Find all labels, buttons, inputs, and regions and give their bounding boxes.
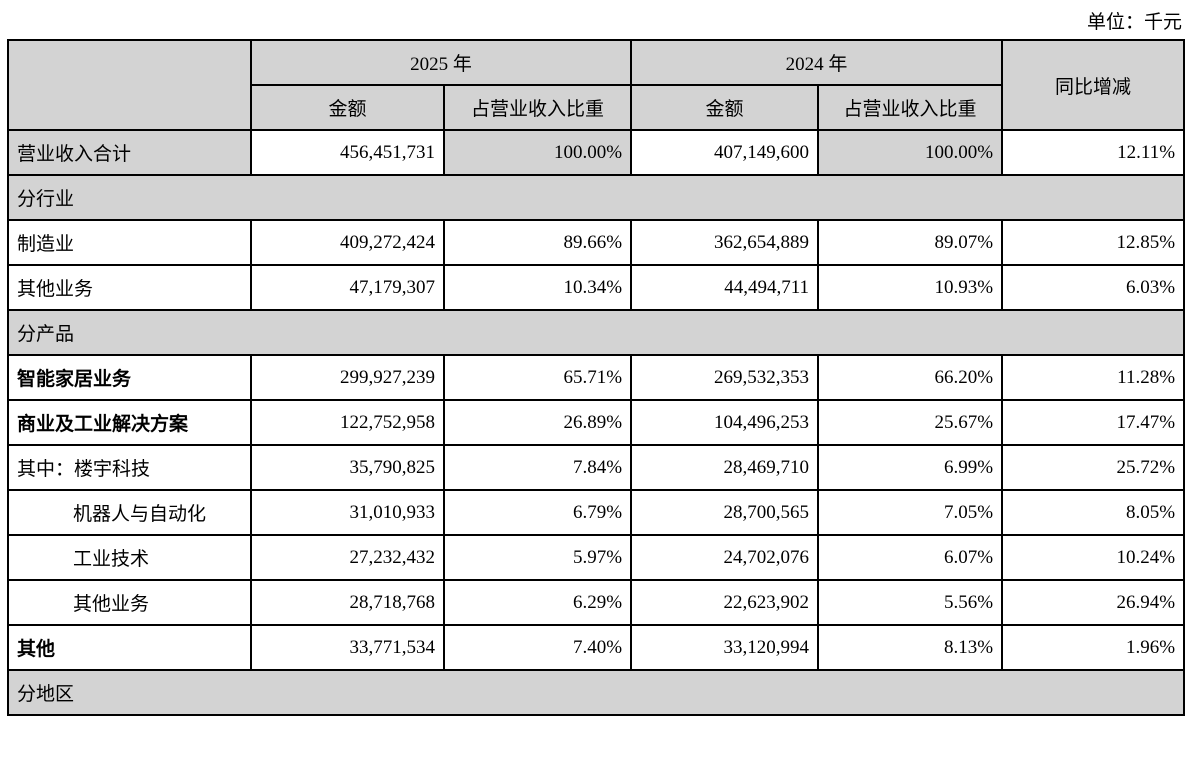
ratio-2025: 5.97% — [442, 534, 633, 581]
section-label: 分地区 — [6, 669, 1186, 716]
amount-2024: 362,654,889 — [630, 219, 820, 266]
ratio-2025: 89.66% — [442, 219, 633, 266]
col-header-ratio-2024: 占营业收入比重 — [817, 84, 1004, 131]
ratio-2025: 6.79% — [442, 489, 633, 536]
table-row-other-business-industry: 其他业务 47,179,307 10.34% 44,494,711 10.93%… — [7, 264, 1186, 311]
table-row-robotics-automation: 机器人与自动化 31,010,933 6.79% 28,700,565 7.05… — [7, 489, 1186, 536]
corner-cell — [7, 39, 252, 131]
amount-2025: 28,718,768 — [250, 579, 445, 626]
amount-2025: 299,927,239 — [250, 354, 445, 401]
yoy-change: 12.11% — [1001, 129, 1186, 176]
row-label: 工业技术 — [7, 534, 252, 581]
ratio-2024: 5.56% — [817, 579, 1004, 626]
ratio-2025: 7.40% — [442, 624, 633, 671]
table-row-smart-home: 智能家居业务 299,927,239 65.71% 269,532,353 66… — [7, 354, 1186, 401]
amount-2024: 44,494,711 — [630, 264, 820, 311]
col-header-amount-2025: 金额 — [250, 84, 445, 131]
amount-2024: 28,700,565 — [630, 489, 820, 536]
row-label: 机器人与自动化 — [7, 489, 252, 536]
row-label: 其他业务 — [7, 264, 252, 311]
table-row-other-business-product: 其他业务 28,718,768 6.29% 22,623,902 5.56% 2… — [7, 579, 1186, 626]
amount-2025: 27,232,432 — [250, 534, 445, 581]
amount-2024: 269,532,353 — [630, 354, 820, 401]
amount-2025: 409,272,424 — [250, 219, 445, 266]
row-label: 商业及工业解决方案 — [7, 399, 252, 446]
col-header-amount-2024: 金额 — [630, 84, 820, 131]
yoy-change: 17.47% — [1001, 399, 1186, 446]
ratio-2025: 26.89% — [442, 399, 633, 446]
table-row-manufacturing: 制造业 409,272,424 89.66% 362,654,889 89.07… — [7, 219, 1186, 266]
ratio-2025: 65.71% — [442, 354, 633, 401]
ratio-2024: 89.07% — [817, 219, 1004, 266]
section-row-by-product: 分产品 — [6, 309, 1186, 356]
amount-2024: 33,120,994 — [630, 624, 820, 671]
amount-2024: 24,702,076 — [630, 534, 820, 581]
ratio-2025: 100.00% — [442, 129, 633, 176]
col-header-yoy: 同比增减 — [1001, 39, 1186, 131]
ratio-2024: 10.93% — [817, 264, 1004, 311]
table-row-total-revenue: 营业收入合计 456,451,731 100.00% 407,149,600 1… — [7, 129, 1186, 176]
amount-2025: 122,752,958 — [250, 399, 445, 446]
row-label: 营业收入合计 — [7, 129, 252, 176]
amount-2025: 456,451,731 — [250, 129, 445, 176]
row-label: 智能家居业务 — [7, 354, 252, 401]
yoy-change: 1.96% — [1001, 624, 1186, 671]
yoy-change: 26.94% — [1001, 579, 1186, 626]
ratio-2024: 100.00% — [817, 129, 1004, 176]
ratio-2024: 25.67% — [817, 399, 1004, 446]
ratio-2025: 6.29% — [442, 579, 633, 626]
amount-2025: 35,790,825 — [250, 444, 445, 491]
col-header-2024: 2024 年 — [630, 39, 1004, 86]
amount-2024: 104,496,253 — [630, 399, 820, 446]
amount-2025: 31,010,933 — [250, 489, 445, 536]
yoy-change: 6.03% — [1001, 264, 1186, 311]
amount-2025: 47,179,307 — [250, 264, 445, 311]
row-label: 其他 — [7, 624, 252, 671]
yoy-change: 8.05% — [1001, 489, 1186, 536]
table-row-building-tech: 其中：楼宇科技 35,790,825 7.84% 28,469,710 6.99… — [7, 444, 1186, 491]
ratio-2024: 7.05% — [817, 489, 1004, 536]
yoy-change: 25.72% — [1001, 444, 1186, 491]
row-label: 其中：楼宇科技 — [7, 444, 252, 491]
yoy-change: 10.24% — [1001, 534, 1186, 581]
amount-2024: 407,149,600 — [630, 129, 820, 176]
row-label: 制造业 — [7, 219, 252, 266]
section-label: 分行业 — [6, 174, 1186, 221]
amount-2024: 22,623,902 — [630, 579, 820, 626]
amount-2025: 33,771,534 — [250, 624, 445, 671]
ratio-2024: 6.07% — [817, 534, 1004, 581]
table-row-others: 其他 33,771,534 7.40% 33,120,994 8.13% 1.9… — [7, 624, 1186, 671]
ratio-2024: 66.20% — [817, 354, 1004, 401]
amount-2024: 28,469,710 — [630, 444, 820, 491]
col-header-ratio-2025: 占营业收入比重 — [442, 84, 633, 131]
yoy-change: 11.28% — [1001, 354, 1186, 401]
section-row-by-region: 分地区 — [6, 669, 1186, 716]
ratio-2025: 7.84% — [442, 444, 633, 491]
row-label: 其他业务 — [7, 579, 252, 626]
ratio-2025: 10.34% — [442, 264, 633, 311]
section-row-by-industry: 分行业 — [6, 174, 1186, 221]
section-label: 分产品 — [6, 309, 1186, 356]
header-row-years: 2025 年 2024 年 同比增减 — [7, 39, 1186, 131]
ratio-2024: 8.13% — [817, 624, 1004, 671]
col-header-2025: 2025 年 — [249, 39, 633, 86]
yoy-change: 12.85% — [1001, 219, 1186, 266]
revenue-breakdown-table: 2025 年 2024 年 同比增减 金额 占营业收入比重 金额 占营业收入比重… — [6, 39, 1186, 716]
table-row-industrial-tech: 工业技术 27,232,432 5.97% 24,702,076 6.07% 1… — [7, 534, 1186, 581]
ratio-2024: 6.99% — [817, 444, 1004, 491]
header-row-metrics: 金额 占营业收入比重 金额 占营业收入比重 — [8, 84, 1184, 131]
table-row-commercial-industrial-solutions: 商业及工业解决方案 122,752,958 26.89% 104,496,253… — [7, 399, 1186, 446]
unit-label: 单位：千元 — [1086, 12, 1182, 33]
